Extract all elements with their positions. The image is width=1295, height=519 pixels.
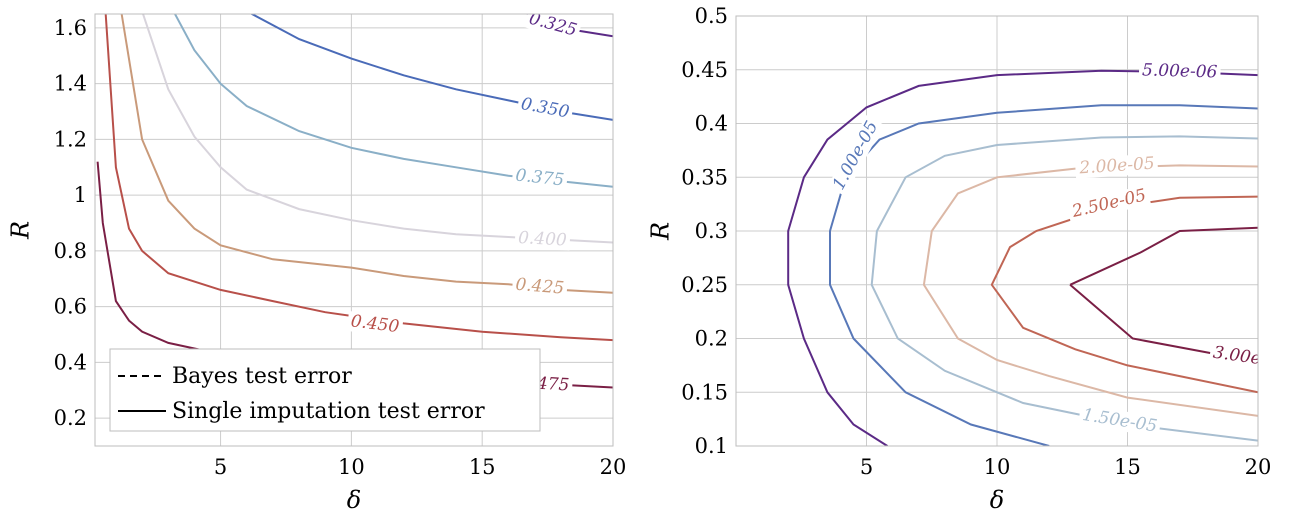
contour-label: 0.375 [515,165,566,190]
contour-label-bg [1078,404,1162,438]
y-tick-label: 0.6 [54,295,87,319]
contour-label: 0.325 [527,9,579,41]
y-tick-label: 0.15 [681,380,728,404]
contour-label: 1.50e-05 [1081,405,1159,437]
contour-label-bg [1138,60,1221,83]
y-tick-label: 0.3 [695,219,728,243]
x-tick-label: 10 [984,455,1011,479]
y-tick-label: 0.8 [54,239,87,263]
contour-line [1069,226,1258,359]
axes-frame [735,15,1259,447]
y-tick-label: 0.35 [681,165,728,189]
legend-entry-label: Bayes test error [172,364,352,389]
contour-label: 0.350 [519,94,571,123]
x-tick-label: 15 [1114,455,1141,479]
legend-box [109,348,541,432]
y-tick-label: 1.6 [54,16,87,40]
y-tick-label: 0.25 [681,273,728,297]
contour-line [141,14,613,244]
contour-label-bg [516,93,574,124]
y-axis-label: R [7,221,35,240]
contour-label-bg [346,310,404,338]
x-tick-label: 20 [1245,455,1272,479]
legend: Bayes test error Single imputation test e… [109,348,541,432]
y-tick-label: 1.2 [54,127,87,151]
contour-label: 0.400 [518,228,568,251]
y-tick-label: 1.4 [54,72,87,96]
contour-label-bg [1208,342,1258,371]
y-tick-label: 0.1 [695,434,728,458]
y-tick-label: 1 [74,183,87,207]
x-tick-label: 20 [600,455,627,479]
contour-label-bg [511,274,568,299]
contour-line [829,104,1258,446]
contour-label-bg [514,227,571,251]
contour-label-bg [523,14,582,42]
contour-label-bg [511,165,569,191]
contour-line [104,14,613,342]
y-tick-label: 0.2 [695,327,728,351]
contour-label-bg [1074,153,1159,179]
x-tick-label: 5 [214,455,227,479]
contour-label: 5.00e-06 [1142,60,1218,82]
x-axis-label: δ [347,486,361,514]
contour-label-bg [1066,184,1151,223]
contour-line [787,69,1258,446]
x-tick-label: 5 [860,455,873,479]
contour-label: 3.00e- [1212,343,1268,370]
y-tick-label: 0.45 [681,58,728,82]
y-tick-label: 0.5 [695,4,728,28]
y-axis-label: R [647,222,675,241]
contour-label: 1.00e-05 [829,118,883,194]
contour-label: 0.450 [350,311,401,337]
y-tick-label: 0.2 [54,406,87,430]
legend-entry-label: Single imputation test error [172,399,485,424]
x-axis-label: δ [990,486,1004,514]
axes-frame [94,13,614,447]
x-tick-label: 10 [338,455,365,479]
contour-label: 2.50e-05 [1069,185,1148,222]
y-tick-label: 0.4 [695,112,728,136]
contour-label-bg [827,115,884,197]
right-contour-panel: 5.00e-06 1.00e-05 1.50e-05 2.00e-05 2.50e-05… [647,4,1272,514]
contour-label: 0.425 [515,275,565,299]
y-tick-label: 0.4 [54,350,87,374]
contour-label: 2.00e-05 [1078,154,1155,179]
contour-line [870,135,1258,442]
x-tick-label: 15 [469,455,496,479]
